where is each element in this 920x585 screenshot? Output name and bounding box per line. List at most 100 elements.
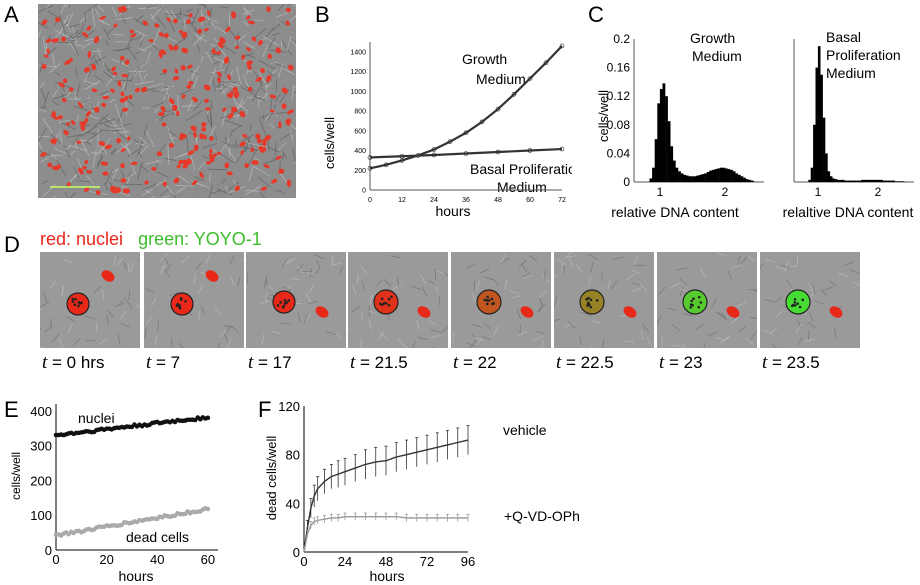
cell-texture [145,316,154,325]
nucleus [134,87,140,93]
c-histogram-bar [834,179,838,182]
cell-texture [160,253,168,261]
cell-texture [223,333,229,344]
cell-edge [81,41,93,50]
b-x-tick: 24 [430,197,438,204]
b-x-tick: 60 [526,197,534,204]
cell-edge [152,28,161,45]
nucleus [187,150,195,156]
cell-texture [775,266,786,270]
cell-edge [72,128,85,145]
granule [285,301,289,304]
cell-edge [127,149,140,157]
cell-edge [145,83,165,89]
nucleus [217,76,221,84]
c-histogram-bar [839,179,843,182]
cell-texture [195,262,203,270]
f-x-tick: 24 [338,554,352,569]
cell-edge [281,151,288,160]
dying-cell-nucleus [476,289,502,315]
time-lapse-frame [144,252,244,348]
nucleus [192,96,198,103]
cell-texture [383,278,392,287]
cell-edge [134,80,155,86]
nucleus [172,18,178,24]
cell-texture [804,338,815,342]
cell-texture [282,286,292,292]
nucleus [193,144,199,152]
granule [697,295,701,299]
cell-texture [484,276,495,281]
cell-edge [242,74,250,88]
cell-edge [157,112,172,121]
cell-texture [820,288,828,298]
cell-texture [113,256,116,267]
cell-edge [170,10,177,18]
nucleus [178,29,185,35]
cell-edge [278,62,284,78]
frame-time-label: t = 22.5 [556,352,614,374]
nucleus [269,109,275,113]
cell-edge [274,141,277,156]
b-x-tick: 0 [368,197,372,204]
nucleus [180,133,187,140]
nucleus [86,170,93,174]
cell-texture [303,314,308,324]
cell-edge [293,91,296,93]
neighbor-nucleus [315,306,329,318]
cell-texture [491,277,500,286]
nucleus [45,38,52,43]
e-y-tick: 0 [45,543,52,558]
nucleus [188,13,193,18]
nucleus [47,162,53,168]
nucleus [162,181,168,187]
c1-title1: Growth [690,30,735,46]
cell-edge [114,103,122,123]
granule [585,297,588,301]
cell-edge [259,118,267,137]
nucleus [275,47,282,54]
cell-texture [369,294,374,305]
nucleus [94,106,100,113]
nucleus [211,48,216,55]
cell-edge [122,80,128,91]
nucleus [63,130,69,136]
cell-edge [247,142,268,148]
cell-edge [70,39,80,56]
frame-image [144,253,244,348]
e-data-point [205,506,211,512]
nucleus [142,20,149,26]
cell-texture [62,259,73,264]
cell-edge [159,189,169,196]
nucleus [285,7,291,13]
cell-edge [110,168,119,174]
cell-texture [241,259,244,261]
nucleus [99,15,106,20]
cell-edge [138,71,144,84]
cell-edge [81,125,98,137]
cell-texture [309,268,313,279]
cell-texture [715,337,726,341]
cell-edge [98,118,116,125]
f-x-tick: 48 [379,554,393,569]
cell-texture [774,296,784,303]
cell-edge [151,90,161,92]
cell-edge [222,141,239,149]
c-histogram-bar [868,179,871,182]
cell-edge [86,175,94,184]
cell-texture [837,273,848,277]
cell-edge [139,35,144,42]
cell-texture [764,299,775,302]
frame-time-label: t = 23 [659,352,703,374]
cell-edge [212,60,221,65]
cell-edge [245,186,261,195]
cell-edge [240,86,256,96]
c-histogram-bar [901,181,905,182]
cell-edge [270,61,279,64]
nucleus [172,104,178,112]
nucleus [130,161,138,166]
cell-texture [736,302,747,307]
cell-texture [198,310,200,321]
cell-texture [114,302,125,307]
f-xlabel: hours [369,568,404,584]
